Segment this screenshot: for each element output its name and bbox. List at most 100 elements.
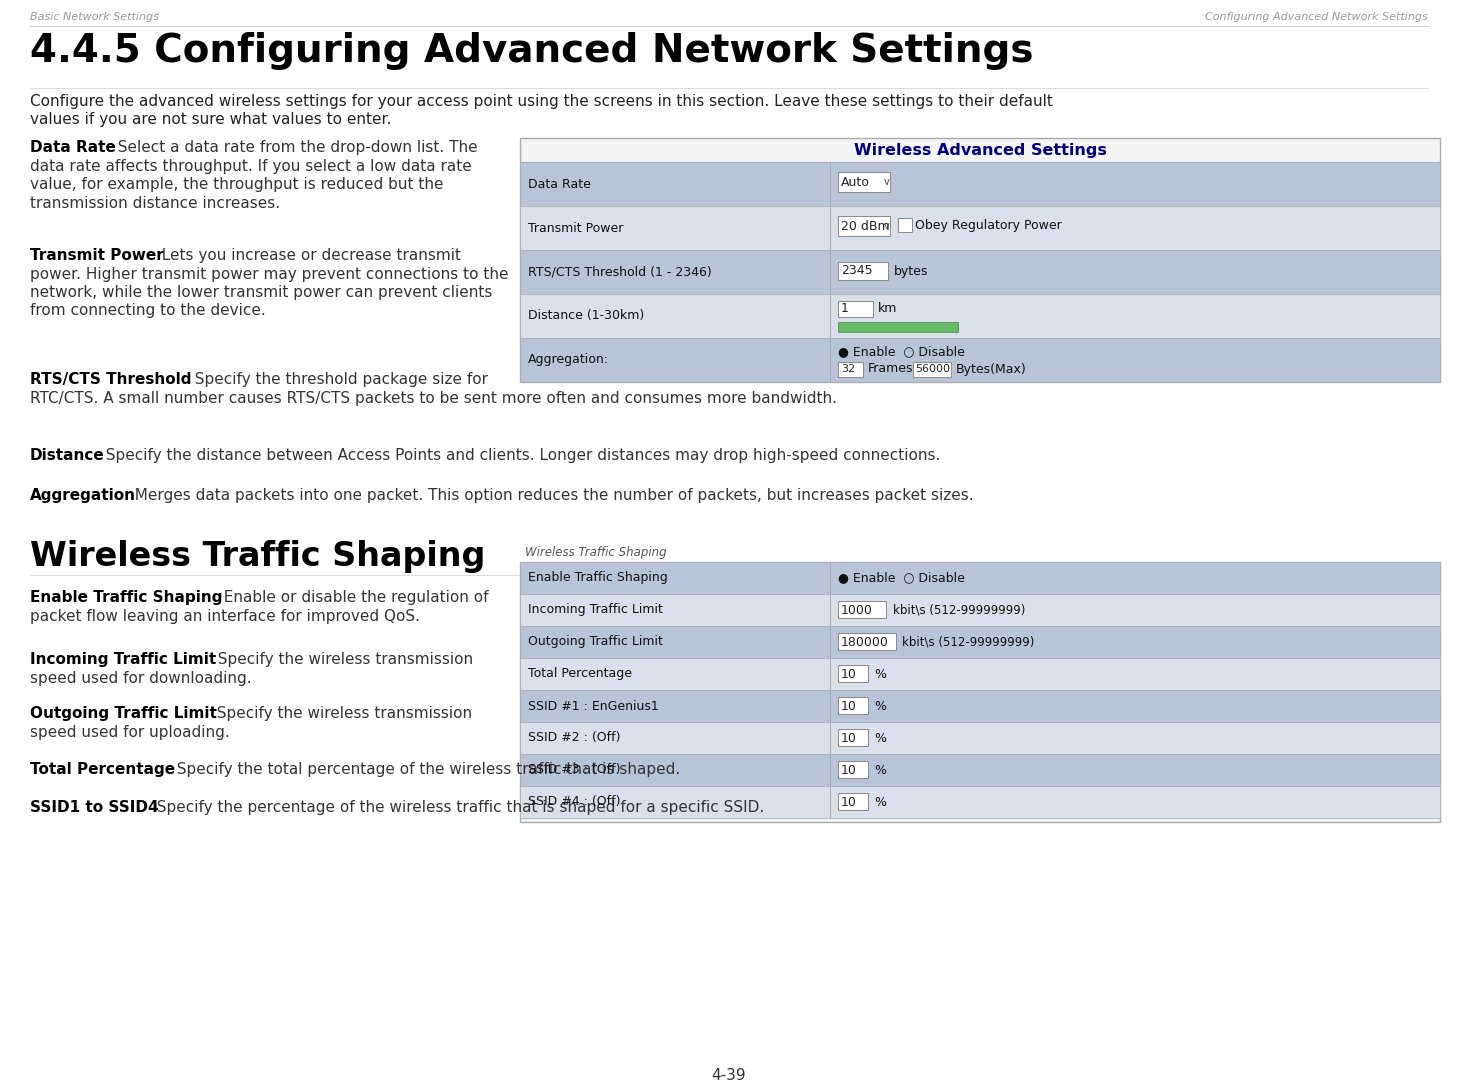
Text: 10: 10 — [841, 667, 857, 680]
Text: 56000: 56000 — [916, 364, 951, 374]
Bar — [521, 206, 1441, 250]
Bar — [898, 218, 913, 232]
Text: Frames: Frames — [868, 363, 914, 375]
Text: SSID #4 : (Off): SSID #4 : (Off) — [528, 796, 621, 809]
Bar — [521, 754, 1441, 786]
Text: SSID #3 : (Off): SSID #3 : (Off) — [528, 763, 621, 776]
Text: 20 dBm: 20 dBm — [841, 219, 889, 232]
Text: %: % — [873, 667, 886, 680]
Text: 2345: 2345 — [841, 265, 873, 278]
Bar — [521, 786, 1441, 818]
Bar — [838, 633, 897, 650]
Text: 10: 10 — [841, 763, 857, 776]
Text: Configuring Advanced Network Settings: Configuring Advanced Network Settings — [1206, 12, 1427, 22]
Text: Outgoing Traffic Limit: Outgoing Traffic Limit — [528, 635, 663, 649]
Text: Data Rate: Data Rate — [528, 178, 590, 191]
Text: Total Percentage: Total Percentage — [528, 667, 631, 680]
Text: Configure the advanced wireless settings for your access point using the screens: Configure the advanced wireless settings… — [31, 94, 1053, 109]
Text: Incoming Traffic Limit: Incoming Traffic Limit — [31, 652, 216, 667]
Text: Enable Traffic Shaping: Enable Traffic Shaping — [31, 590, 223, 605]
Bar — [913, 362, 951, 377]
Text: v: v — [884, 177, 889, 187]
Bar — [521, 722, 1441, 754]
Text: data rate affects throughput. If you select a low data rate: data rate affects throughput. If you sel… — [31, 158, 472, 173]
Text: speed used for downloading.: speed used for downloading. — [31, 670, 252, 686]
Text: Outgoing Traffic Limit: Outgoing Traffic Limit — [31, 706, 217, 720]
Text: speed used for uploading.: speed used for uploading. — [31, 725, 230, 739]
Text: 10: 10 — [841, 731, 857, 744]
Bar — [838, 729, 868, 746]
Text: 180000: 180000 — [841, 635, 889, 649]
Text: kbit\s (512-99999999): kbit\s (512-99999999) — [903, 635, 1034, 649]
Bar — [838, 301, 873, 317]
Text: bytes: bytes — [894, 265, 929, 278]
Bar — [521, 658, 1441, 690]
Text: kbit\s (512-99999999): kbit\s (512-99999999) — [892, 604, 1025, 617]
Text: 10: 10 — [841, 700, 857, 713]
Bar — [838, 697, 868, 714]
Bar — [521, 690, 1441, 722]
Text: %: % — [873, 763, 886, 776]
Bar — [521, 138, 1441, 382]
Bar — [838, 172, 889, 192]
Text: SSID #1 : EnGenius1: SSID #1 : EnGenius1 — [528, 700, 659, 713]
Text: SSID #2 : (Off): SSID #2 : (Off) — [528, 731, 621, 744]
Bar — [838, 362, 863, 377]
Text: Basic Network Settings: Basic Network Settings — [31, 12, 159, 22]
Bar — [521, 626, 1441, 658]
Text: Specify the wireless transmission: Specify the wireless transmission — [207, 706, 472, 720]
Text: Specify the distance between Access Points and clients. Longer distances may dro: Specify the distance between Access Poin… — [96, 448, 940, 463]
Text: Lets you increase or decrease transmit: Lets you increase or decrease transmit — [152, 249, 461, 263]
Text: 4.4.5 Configuring Advanced Network Settings: 4.4.5 Configuring Advanced Network Setti… — [31, 32, 1034, 70]
Text: %: % — [873, 700, 886, 713]
Text: packet flow leaving an interface for improved QoS.: packet flow leaving an interface for imp… — [31, 608, 420, 623]
Text: v: v — [884, 221, 889, 231]
Text: Bytes(Max): Bytes(Max) — [956, 363, 1026, 375]
Text: Transmit Power: Transmit Power — [528, 221, 624, 234]
Text: 32: 32 — [841, 364, 856, 374]
Bar — [521, 594, 1441, 626]
Text: %: % — [873, 796, 886, 809]
Bar — [838, 794, 868, 810]
Text: power. Higher transmit power may prevent connections to the: power. Higher transmit power may prevent… — [31, 266, 509, 281]
Text: Specify the percentage of the wireless traffic that is shaped for a specific SSI: Specify the percentage of the wireless t… — [147, 800, 764, 815]
Text: 10: 10 — [841, 796, 857, 809]
Text: Wireless Traffic Shaping: Wireless Traffic Shaping — [525, 546, 666, 559]
Text: RTS/CTS Threshold (1 - 2346): RTS/CTS Threshold (1 - 2346) — [528, 266, 712, 279]
Bar — [838, 322, 958, 332]
Text: Wireless Advanced Settings: Wireless Advanced Settings — [853, 143, 1107, 157]
Bar — [521, 162, 1441, 206]
Text: 1000: 1000 — [841, 604, 873, 617]
Bar — [521, 562, 1441, 822]
Text: Select a data rate from the drop-down list. The: Select a data rate from the drop-down li… — [108, 140, 478, 155]
Text: Distance (1-30km): Distance (1-30km) — [528, 310, 644, 323]
Bar — [521, 562, 1441, 594]
Bar — [838, 761, 868, 778]
Text: RTS/CTS Threshold: RTS/CTS Threshold — [31, 372, 191, 387]
Text: Specify the wireless transmission: Specify the wireless transmission — [208, 652, 474, 667]
Text: Incoming Traffic Limit: Incoming Traffic Limit — [528, 604, 663, 617]
Bar — [521, 338, 1441, 381]
Text: %: % — [873, 731, 886, 744]
Text: Enable Traffic Shaping: Enable Traffic Shaping — [528, 571, 668, 584]
Text: transmission distance increases.: transmission distance increases. — [31, 195, 280, 210]
Text: Distance: Distance — [31, 448, 105, 463]
Text: values if you are not sure what values to enter.: values if you are not sure what values t… — [31, 112, 391, 128]
Text: Specify the threshold package size for: Specify the threshold package size for — [185, 372, 488, 387]
Text: 1: 1 — [841, 303, 849, 315]
Bar — [521, 294, 1441, 338]
Bar — [838, 262, 888, 280]
Text: ● Enable  ○ Disable: ● Enable ○ Disable — [838, 571, 965, 584]
Bar — [838, 665, 868, 682]
Bar — [838, 601, 886, 618]
Text: Total Percentage: Total Percentage — [31, 762, 175, 777]
Text: Enable or disable the regulation of: Enable or disable the regulation of — [214, 590, 488, 605]
Text: Transmit Power: Transmit Power — [31, 249, 163, 263]
Text: Auto: Auto — [841, 175, 870, 189]
Text: ● Enable  ○ Disable: ● Enable ○ Disable — [838, 346, 965, 359]
Text: Aggregation: Aggregation — [31, 488, 136, 502]
Text: 4-39: 4-39 — [712, 1068, 746, 1083]
Text: network, while the lower transmit power can prevent clients: network, while the lower transmit power … — [31, 284, 493, 300]
Text: RTC/CTS. A small number causes RTS/CTS packets to be sent more often and consume: RTC/CTS. A small number causes RTS/CTS p… — [31, 390, 837, 405]
Text: Merges data packets into one packet. This option reduces the number of packets, : Merges data packets into one packet. Thi… — [125, 488, 974, 502]
